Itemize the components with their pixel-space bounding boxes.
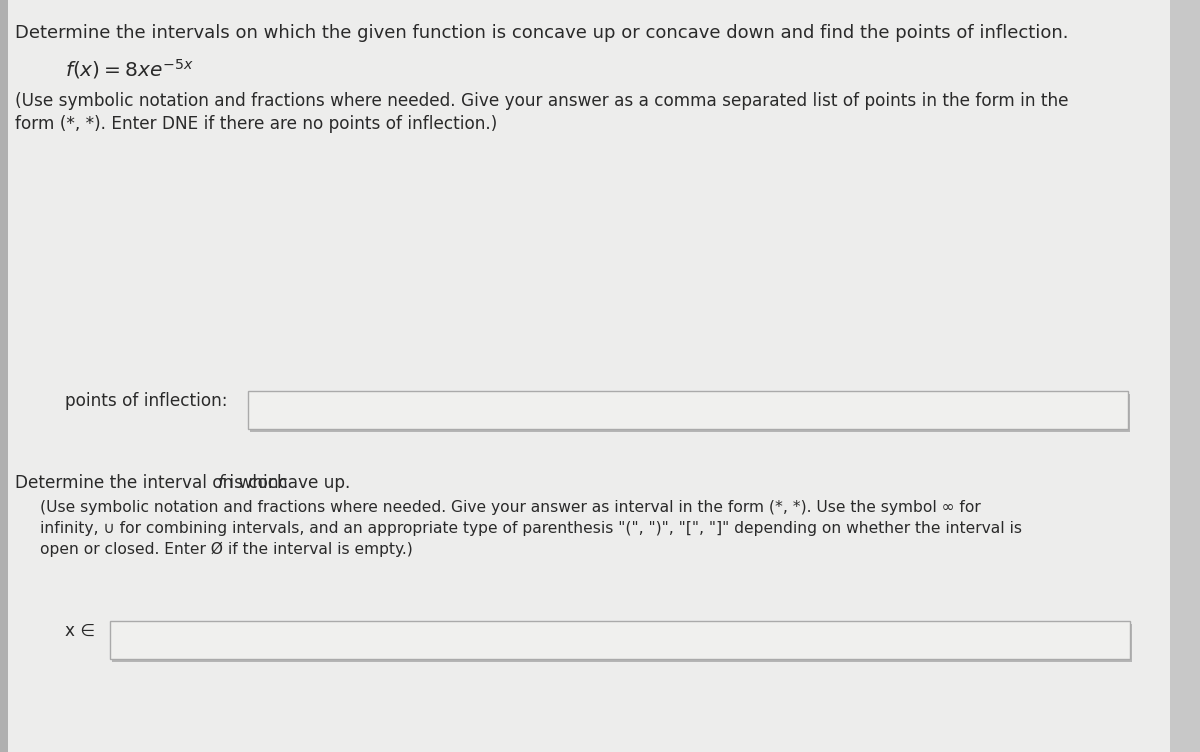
Text: is concave up.: is concave up. xyxy=(224,474,350,492)
Text: f: f xyxy=(218,474,224,492)
Text: open or closed. Enter Ø if the interval is empty.): open or closed. Enter Ø if the interval … xyxy=(40,542,413,557)
Text: x ∈: x ∈ xyxy=(65,622,95,640)
Text: (Use symbolic notation and fractions where needed. Give your answer as a comma s: (Use symbolic notation and fractions whe… xyxy=(14,92,1068,110)
Text: infinity, ∪ for combining intervals, and an appropriate type of parenthesis "(",: infinity, ∪ for combining intervals, and… xyxy=(40,521,1022,536)
Text: (Use symbolic notation and fractions where needed. Give your answer as interval : (Use symbolic notation and fractions whe… xyxy=(40,500,980,515)
Text: $f(x) = 8xe^{-5x}$: $f(x) = 8xe^{-5x}$ xyxy=(65,57,193,81)
Bar xyxy=(248,391,1128,429)
Text: points of inflection:: points of inflection: xyxy=(65,392,228,410)
Text: Determine the interval on which: Determine the interval on which xyxy=(14,474,293,492)
Text: form (*, *). Enter DNE if there are no points of inflection.): form (*, *). Enter DNE if there are no p… xyxy=(14,115,497,133)
Text: Determine the intervals on which the given function is concave up or concave dow: Determine the intervals on which the giv… xyxy=(14,24,1068,42)
Bar xyxy=(110,621,1130,659)
Bar xyxy=(112,624,1132,662)
Bar xyxy=(0,0,8,752)
Bar xyxy=(250,394,1130,432)
